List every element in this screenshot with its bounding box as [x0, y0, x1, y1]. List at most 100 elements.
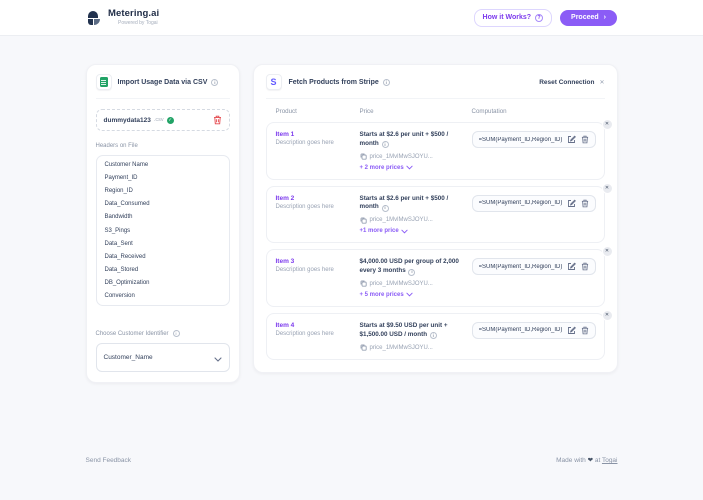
computation-input[interactable]: =SUM(Payment_ID,Region_ID) — [471, 194, 597, 212]
info-icon[interactable]: i — [408, 268, 416, 276]
edit-icon[interactable] — [567, 326, 577, 335]
delete-file-button[interactable] — [213, 115, 222, 125]
list-item[interactable]: Bandwidth — [104, 214, 133, 221]
file-extension: .csv — [153, 117, 164, 123]
page-footer: Send Feedback Made with ❤ at Togai — [85, 456, 618, 465]
copy-icon[interactable] — [360, 153, 367, 160]
product-description: Description goes here — [275, 203, 334, 210]
customer-identifier-label: Choose Customer Identifier — [95, 330, 169, 337]
edit-icon[interactable] — [567, 199, 577, 208]
computation-input[interactable]: =SUM(Payment_ID,Region_ID) — [471, 258, 597, 276]
chevron-down-icon — [406, 293, 413, 297]
info-icon[interactable]: i — [429, 332, 437, 340]
list-item[interactable]: Conversion — [104, 293, 135, 300]
file-name: dummydata123 — [103, 116, 151, 124]
more-prices-toggle[interactable]: + 5 more prices — [360, 292, 472, 298]
chevron-down-icon — [406, 165, 413, 170]
uploaded-file-chip: dummydata123 .csv ✓ — [95, 109, 230, 131]
send-feedback-link[interactable]: Send Feedback — [85, 456, 132, 464]
stripe-panel-title: Fetch Products from Stripe — [288, 78, 379, 86]
app-subtitle: Powered by Togai — [118, 19, 158, 26]
chevron-right-icon: › — [603, 14, 606, 21]
product-description: Description goes here — [275, 330, 334, 337]
csv-headers-list: Customer Name Payment_ID Region_ID Data_… — [95, 155, 230, 307]
price-id-text: price_1MvlMwSJOYU... — [369, 217, 433, 224]
list-item[interactable]: Region_ID — [104, 187, 133, 194]
price-id-text: price_1MvlMwSJOYU... — [369, 153, 433, 160]
customer-identifier-select[interactable]: Customer_Name — [95, 343, 230, 373]
list-item[interactable]: S3_Pings — [104, 227, 131, 234]
computation-input[interactable]: =SUM(Payment_ID,Region_ID) — [471, 131, 597, 148]
remove-row-button[interactable]: ✕ — [601, 246, 613, 258]
list-item[interactable]: Data_Received — [104, 253, 146, 260]
table-row: ✕ Item 1 Description goes here Starts at… — [265, 119, 613, 180]
price-text: Starts at $9.50 USD per unit + $1,500.00… — [359, 321, 448, 338]
copy-icon[interactable] — [360, 344, 367, 351]
made-with-credit: Made with ❤ at Togai — [556, 457, 618, 465]
more-prices-toggle[interactable]: +1 more price — [360, 228, 472, 234]
info-icon[interactable]: i — [211, 78, 219, 86]
chevron-down-icon — [401, 229, 408, 234]
price-id-text: price_1MvlMwSJOYU... — [369, 344, 433, 351]
price-id-text: price_1MvlMwSJOYU... — [369, 280, 433, 287]
product-description: Description goes here — [275, 267, 334, 274]
remove-row-button[interactable]: ✕ — [601, 309, 613, 321]
how-it-works-button[interactable]: How it Works? ? — [473, 8, 553, 27]
info-icon[interactable]: i — [381, 205, 389, 213]
copy-icon[interactable] — [360, 280, 367, 288]
more-prices-toggle[interactable]: + 2 more prices — [360, 165, 472, 171]
computation-input[interactable]: =SUM(Payment_ID,Region_ID) — [471, 321, 597, 339]
trash-icon[interactable] — [581, 199, 589, 208]
csv-file-icon — [95, 74, 112, 90]
info-icon[interactable]: i — [382, 78, 390, 86]
column-price: Price — [359, 108, 374, 115]
remove-row-button[interactable]: ✕ — [601, 182, 613, 194]
trash-icon[interactable] — [581, 262, 589, 271]
formula-text: =SUM(Payment_ID,Region_ID) — [478, 200, 563, 207]
stripe-icon: S — [265, 74, 282, 90]
check-circle-icon: ✓ — [166, 116, 174, 124]
product-name-link[interactable]: Item 2 — [275, 194, 295, 202]
column-product: Product — [275, 108, 297, 115]
list-item[interactable]: Data_Stored — [104, 267, 139, 274]
trash-icon[interactable] — [581, 135, 589, 144]
product-name-link[interactable]: Item 4 — [275, 321, 295, 329]
table-row: ✕ Item 4 Description goes here Starts at… — [265, 309, 613, 360]
togai-link[interactable]: Togai — [601, 457, 618, 465]
app-title: Metering.ai — [108, 8, 160, 20]
remove-row-button[interactable]: ✕ — [601, 119, 613, 130]
csv-import-panel: Import Usage Data via CSV i dummydata123… — [85, 64, 240, 384]
question-circle-icon: ? — [535, 13, 544, 22]
trash-icon[interactable] — [581, 326, 589, 335]
list-item[interactable]: Payment_ID — [104, 174, 138, 181]
selected-identifier: Customer_Name — [103, 354, 153, 362]
price-text: $4,000.00 USD per group of 2,000 every 3… — [359, 258, 459, 275]
list-item[interactable]: DB_Optimization — [104, 280, 150, 287]
table-header: Product Price Computation — [266, 99, 605, 122]
stripe-products-panel: S Fetch Products from Stripe i Reset Con… — [252, 64, 618, 373]
info-icon[interactable]: i — [172, 330, 180, 338]
headers-on-file-label: Headers on File — [95, 143, 138, 149]
list-item[interactable]: Customer Name — [104, 161, 149, 168]
product-name-link[interactable]: Item 1 — [275, 131, 295, 138]
heart-icon: ❤ — [587, 457, 594, 465]
column-computation: Computation — [471, 108, 507, 115]
top-header: Metering.ai Powered by Togai How it Work… — [0, 0, 703, 36]
formula-text: =SUM(Payment_ID,Region_ID) — [478, 327, 563, 334]
close-icon[interactable]: ✕ — [599, 79, 605, 86]
list-item[interactable]: Data_Sent — [104, 240, 133, 247]
price-text: Starts at $2.6 per unit + $500 / month — [359, 131, 449, 147]
table-row: ✕ Item 2 Description goes here Starts at… — [265, 182, 613, 244]
edit-icon[interactable] — [567, 262, 577, 271]
proceed-button[interactable]: Proceed › — [560, 9, 617, 26]
formula-text: =SUM(Payment_ID,Region_ID) — [478, 136, 563, 143]
product-name-link[interactable]: Item 3 — [275, 258, 295, 266]
info-icon[interactable]: i — [381, 141, 389, 149]
product-rows: ✕ Item 1 Description goes here Starts at… — [265, 119, 613, 360]
product-description: Description goes here — [275, 140, 334, 146]
copy-icon[interactable] — [360, 217, 367, 224]
app-logo: Metering.ai Powered by Togai — [88, 9, 159, 26]
list-item[interactable]: Data_Consumed — [104, 201, 150, 208]
edit-icon[interactable] — [567, 135, 577, 144]
reset-connection-button[interactable]: Reset Connection — [539, 78, 595, 86]
